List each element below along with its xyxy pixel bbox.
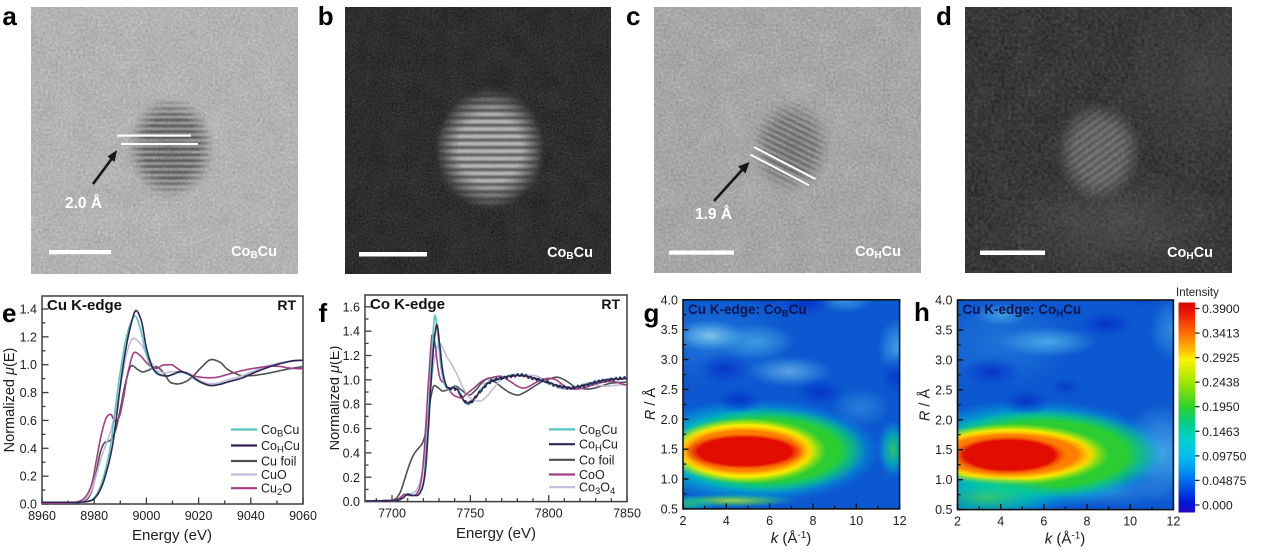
- svg-text:0.8: 0.8: [20, 386, 37, 400]
- svg-text:3.5: 3.5: [661, 323, 678, 337]
- svg-text:0.3413: 0.3413: [1202, 327, 1240, 341]
- svg-text:CoBCu: CoBCu: [579, 423, 617, 440]
- svg-text:1.0: 1.0: [935, 473, 952, 487]
- svg-text:CoBCu: CoBCu: [261, 423, 299, 440]
- svg-text:CoBCu: CoBCu: [231, 244, 277, 261]
- svg-text:1.0: 1.0: [20, 358, 37, 372]
- svg-text:Cu foil: Cu foil: [261, 455, 296, 469]
- svg-text:10: 10: [1123, 515, 1137, 529]
- svg-text:8: 8: [810, 514, 817, 528]
- svg-text:1.2: 1.2: [343, 349, 360, 363]
- svg-text:8: 8: [1084, 515, 1091, 529]
- svg-text:0.1463: 0.1463: [1202, 425, 1240, 439]
- svg-text:6: 6: [766, 514, 773, 528]
- svg-text:0.2438: 0.2438: [1202, 376, 1240, 390]
- svg-text:0.5: 0.5: [935, 503, 952, 517]
- svg-text:1.4: 1.4: [343, 325, 360, 339]
- svg-text:Cu K-edge: Cu K-edge: [47, 297, 122, 314]
- svg-text:4.0: 4.0: [661, 293, 678, 307]
- svg-text:6: 6: [1040, 515, 1047, 529]
- svg-text:Co K-edge: Co K-edge: [370, 296, 445, 313]
- svg-text:CoHCu: CoHCu: [261, 439, 300, 456]
- svg-text:7850: 7850: [613, 507, 641, 521]
- svg-text:Energy (eV): Energy (eV): [456, 525, 536, 542]
- svg-text:Co3O4: Co3O4: [579, 481, 615, 498]
- svg-text:Energy (eV): Energy (eV): [132, 527, 212, 544]
- svg-text:Cu K-edge: CoHCu: Cu K-edge: CoHCu: [963, 302, 1082, 320]
- svg-text:Cu2O: Cu2O: [261, 482, 292, 499]
- svg-text:0.1950: 0.1950: [1202, 400, 1240, 414]
- svg-text:Normalized μ(E): Normalized μ(E): [2, 348, 18, 453]
- svg-text:CoO: CoO: [579, 468, 605, 482]
- svg-text:1.5: 1.5: [661, 443, 678, 457]
- svg-text:0.5: 0.5: [661, 502, 678, 516]
- svg-text:9000: 9000: [132, 509, 160, 523]
- svg-text:k (Å-1): k (Å-1): [771, 530, 812, 547]
- svg-text:0.0: 0.0: [20, 498, 37, 512]
- svg-text:CoHCu: CoHCu: [855, 244, 901, 261]
- svg-text:0.0: 0.0: [343, 495, 360, 509]
- svg-text:0.2925: 0.2925: [1202, 351, 1240, 365]
- svg-text:12: 12: [1166, 515, 1180, 529]
- svg-text:1.2: 1.2: [20, 330, 37, 344]
- svg-text:k (Å-1): k (Å-1): [1045, 531, 1086, 548]
- svg-text:RT: RT: [601, 296, 620, 312]
- svg-text:7800: 7800: [535, 507, 563, 521]
- svg-text:Cu K-edge: CoBCu: Cu K-edge: CoBCu: [688, 302, 807, 320]
- svg-text:3.0: 3.0: [661, 353, 678, 367]
- svg-text:7750: 7750: [456, 507, 484, 521]
- svg-text:1.6: 1.6: [343, 300, 360, 314]
- svg-text:4: 4: [723, 514, 730, 528]
- svg-text:0.8: 0.8: [343, 398, 360, 412]
- svg-text:2.5: 2.5: [661, 383, 678, 397]
- svg-text:3.0: 3.0: [935, 353, 952, 367]
- svg-text:1.5: 1.5: [935, 443, 952, 457]
- svg-text:0.4: 0.4: [343, 446, 360, 460]
- svg-text:8960: 8960: [28, 509, 56, 523]
- svg-text:9040: 9040: [237, 509, 265, 523]
- svg-text:0.4: 0.4: [20, 442, 37, 456]
- svg-text:0.2: 0.2: [343, 471, 360, 485]
- svg-text:RT: RT: [277, 297, 296, 313]
- svg-text:0.04875: 0.04875: [1202, 474, 1247, 488]
- svg-text:CoHCu: CoHCu: [579, 438, 618, 455]
- svg-text:0.6: 0.6: [343, 422, 360, 436]
- svg-text:2.0: 2.0: [661, 413, 678, 427]
- svg-text:0.09750: 0.09750: [1202, 449, 1247, 463]
- svg-text:CuO: CuO: [261, 468, 287, 482]
- svg-text:2: 2: [954, 515, 961, 529]
- svg-text:R / Å: R / Å: [917, 389, 934, 422]
- svg-text:8980: 8980: [80, 509, 108, 523]
- svg-text:Intensity: Intensity: [1176, 287, 1219, 299]
- svg-text:10: 10: [849, 514, 863, 528]
- svg-text:4: 4: [997, 515, 1004, 529]
- svg-text:0.2: 0.2: [20, 470, 37, 484]
- svg-text:Normalized μ(E): Normalized μ(E): [330, 346, 343, 451]
- svg-text:0.6: 0.6: [20, 414, 37, 428]
- svg-text:Co foil: Co foil: [579, 453, 614, 467]
- svg-text:7700: 7700: [378, 507, 406, 521]
- svg-text:CoHCu: CoHCu: [1167, 245, 1213, 262]
- svg-text:4.0: 4.0: [935, 294, 952, 308]
- svg-text:0.000: 0.000: [1202, 499, 1233, 513]
- svg-text:R / Å: R / Å: [642, 388, 659, 421]
- svg-text:2.5: 2.5: [935, 383, 952, 397]
- svg-text:1.4: 1.4: [20, 303, 37, 317]
- svg-text:1.0: 1.0: [343, 373, 360, 387]
- svg-text:2.0 Å: 2.0 Å: [65, 195, 102, 212]
- svg-text:9060: 9060: [289, 509, 317, 523]
- svg-text:2.0: 2.0: [935, 413, 952, 427]
- svg-text:CoBCu: CoBCu: [547, 245, 593, 262]
- svg-text:1.0: 1.0: [661, 473, 678, 487]
- svg-text:2: 2: [680, 514, 687, 528]
- svg-text:1.9 Å: 1.9 Å: [695, 206, 732, 223]
- svg-text:0.3900: 0.3900: [1202, 302, 1240, 316]
- svg-text:12: 12: [893, 514, 907, 528]
- svg-text:3.5: 3.5: [935, 323, 952, 337]
- svg-text:9020: 9020: [185, 509, 213, 523]
